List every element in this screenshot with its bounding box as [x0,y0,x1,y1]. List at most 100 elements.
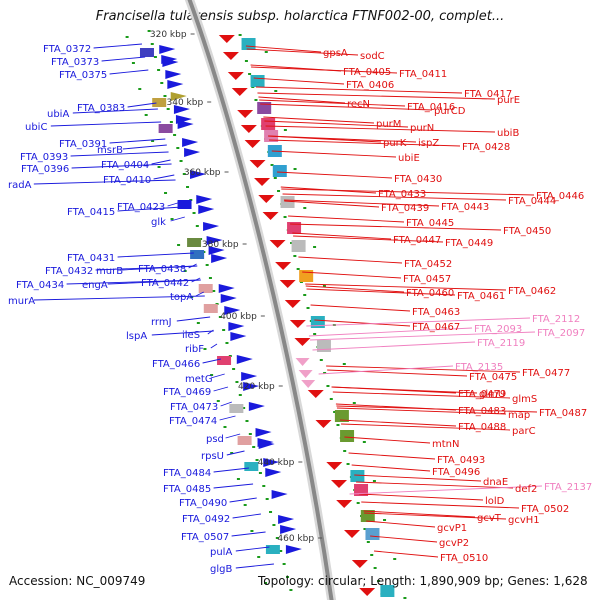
forward-gene-arrow [243,382,260,391]
ring-dot [173,134,177,136]
ring-dot [283,129,287,131]
leader-line-right [356,481,514,489]
tick-label: 420 kbp [238,382,275,392]
leader-line-right [246,48,359,56]
forward-gene-arrow [236,355,253,364]
leader-line-left [176,316,211,322]
backbone-shadow [184,0,337,600]
gene-block [198,284,213,293]
leader-line-right [284,200,380,208]
forward-gene-arrow [198,205,215,214]
leader-line-right [255,86,463,94]
ring-dot [370,554,374,556]
ring-dot [296,268,300,270]
ring-dot [303,207,307,209]
gene-block [257,102,272,114]
gene-label-right: FTA_0444 [508,196,556,207]
leader-line-right [298,256,403,264]
ring-dot [342,363,346,365]
ring-dot [323,372,327,374]
leader-line-left [122,144,167,150]
leader-line-right [364,512,507,520]
leader-line-right [288,215,405,223]
leader-line-right [327,369,468,377]
ring-dot [166,108,170,110]
gene-label-right: FTA_0483 [458,406,506,417]
gene-label-right: ubiB [497,128,519,139]
ring-dot [403,597,407,599]
leader-line-right [305,285,405,293]
gene-label-left: glk [151,217,166,228]
reverse-gene-arrow [301,380,316,388]
ring-dot [393,558,397,560]
accession-text: Accession: NC_009749 [9,574,146,588]
ring-dot [293,255,297,257]
gene-label-right: gcvP2 [439,538,469,549]
ring-dot [238,34,242,36]
gene-label-left: rrmJ [151,317,172,328]
ring-dot [242,407,246,409]
ring-dot [205,264,209,266]
ring-dot [190,296,194,298]
leader-line-right [306,288,456,296]
forward-gene-arrow [167,80,184,89]
ring-dot [258,472,262,474]
gene-label-left: FTA_0431 [67,253,115,264]
gene-label-right: mtnN [432,439,459,450]
leader-line-right [268,135,417,143]
leader-line-pink [349,485,543,495]
reverse-gene-arrow [294,338,311,346]
ring-dot [289,589,293,591]
forward-gene-arrow [263,458,280,467]
leader-line-right [363,510,476,518]
gene-block [139,48,154,57]
ring-dot [366,541,370,543]
leader-line-right [344,436,431,444]
gene-label-right: FTA_0463 [412,307,460,318]
leader-line-left [188,263,197,269]
ring-dot [377,580,381,582]
tick-label: 440 kbp [258,458,295,468]
leader-line-left [50,121,162,127]
leader-line-right [264,120,409,128]
reverse-gene-arrow [359,588,376,596]
reverse-gene-arrow [289,320,306,328]
leader-line-right [359,493,484,501]
gene-label-pink: FTA_2093 [474,324,522,335]
ring-dot [125,36,129,38]
ring-dot [235,381,239,383]
leader-line-left [33,295,205,301]
ring-dot [236,478,240,480]
reverse-gene-arrow [351,560,368,568]
leader-line-right [263,116,375,124]
leader-line-right [314,319,411,327]
leader-line-left [117,252,194,258]
gene-label-left: metG [185,374,213,385]
gene-block [299,270,314,282]
leader-line-left [71,163,172,169]
ring-dot [244,60,248,62]
ring-dot [176,147,180,149]
ring-dot [151,140,155,142]
forward-gene-arrow [162,58,179,67]
leader-line-left [220,401,233,407]
leader-line-right [265,125,496,133]
forward-gene-arrow [159,45,176,54]
gene-label-right: gcvP1 [437,523,467,534]
gene-block [241,38,256,50]
gene-label-left: engA [82,280,108,291]
gene-label-pink: FTA_2135 [455,362,503,373]
gene-block [217,356,232,365]
leader-line-right [284,199,440,207]
gene-label-left: pulA [210,547,232,558]
leader-line-right [361,501,520,509]
gene-label-right: FTA_0475 [469,372,517,383]
leader-line-left [153,174,175,180]
ring-dot [186,186,190,188]
gene-label-left: FTA_0466 [152,359,200,370]
leader-line-left [121,265,198,271]
ring-dot [275,537,279,539]
ring-dot [147,30,151,32]
gene-block [316,340,331,352]
gene-label-right: purE [497,95,520,106]
